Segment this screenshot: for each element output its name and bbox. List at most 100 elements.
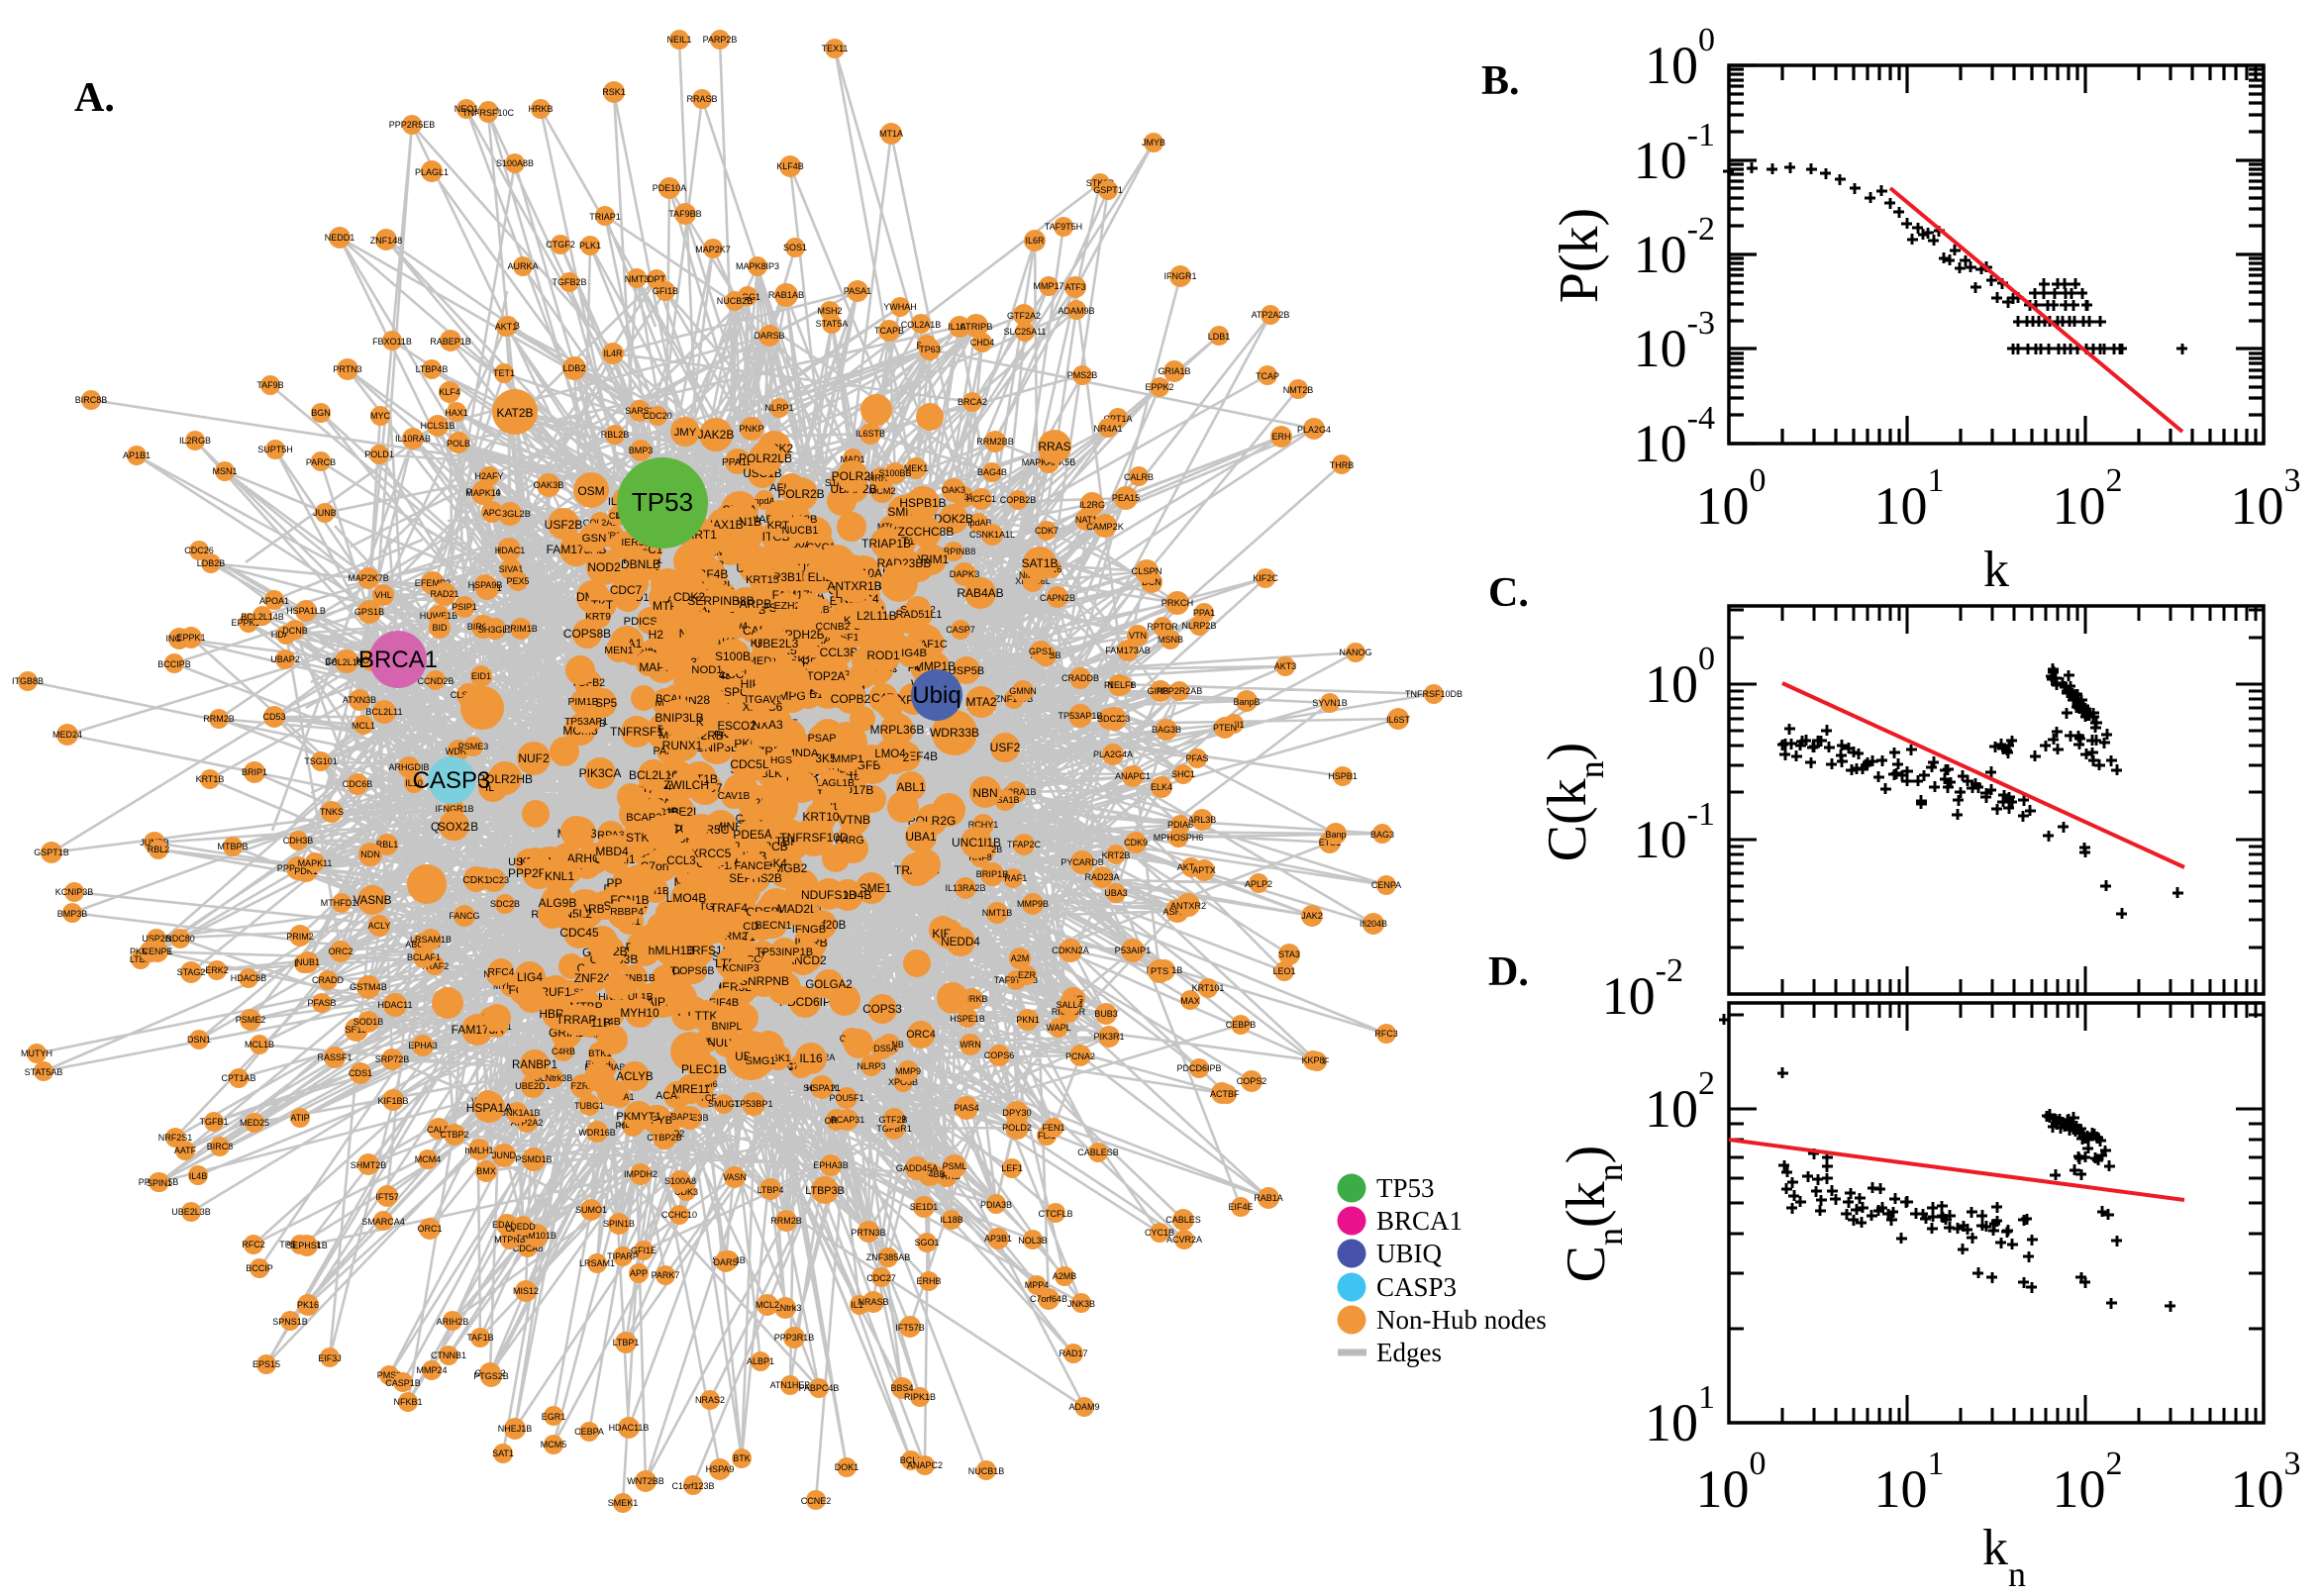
svg-text:USP2B: USP2B — [142, 934, 171, 944]
svg-text:USP5B: USP5B — [949, 665, 984, 677]
svg-text:IL18B: IL18B — [940, 1215, 963, 1225]
svg-text:VTNB: VTNB — [839, 813, 870, 827]
svg-text:CALR: CALR — [427, 1125, 452, 1135]
svg-text:PFASB: PFASB — [307, 998, 336, 1008]
svg-text:PNKP: PNKP — [739, 424, 763, 434]
svg-text:PARG: PARG — [835, 835, 863, 847]
svg-text:MSN1: MSN1 — [212, 466, 237, 476]
svg-text:TRIAP1: TRIAP1 — [589, 212, 621, 222]
svg-text:CDK9: CDK9 — [1124, 838, 1148, 848]
svg-text:GSTM4B: GSTM4B — [350, 982, 387, 992]
svg-text:PDCD6IPB: PDCD6IPB — [1176, 1063, 1221, 1073]
svg-text:HDAC11: HDAC11 — [377, 1000, 412, 1010]
svg-text:Non-Hub nodes: Non-Hub nodes — [1376, 1305, 1547, 1335]
svg-text:RABEP1B: RABEP1B — [430, 337, 471, 347]
svg-text:BNIPL: BNIPL — [712, 1021, 743, 1033]
svg-text:STAT5A: STAT5A — [816, 319, 849, 329]
svg-text:BCL2: BCL2 — [900, 1455, 923, 1465]
svg-text:ACVR2A: ACVR2A — [1166, 1235, 1202, 1245]
svg-text:EPPK1: EPPK1 — [176, 633, 205, 643]
svg-text:POLD2: POLD2 — [1002, 1123, 1032, 1133]
svg-text:TIPARP: TIPARP — [607, 1251, 639, 1261]
svg-text:OGG1: OGG1 — [735, 292, 760, 302]
svg-text:TAF1B: TAF1B — [466, 1333, 493, 1343]
svg-text:PTGS2B: PTGS2B — [473, 1371, 509, 1381]
svg-text:CDC23: CDC23 — [479, 875, 509, 885]
svg-text:SARS2: SARS2 — [625, 406, 655, 416]
svg-text:SUMO1: SUMO1 — [575, 1205, 607, 1215]
svg-text:CAMP2K: CAMP2K — [1086, 522, 1125, 532]
svg-text:MTHFD1B: MTHFD1B — [321, 898, 363, 908]
svg-text:COPB2: COPB2 — [831, 692, 871, 706]
svg-text:CDK2: CDK2 — [673, 590, 705, 604]
svg-text:S6K1: S6K1 — [765, 1053, 790, 1064]
svg-text:MUTYH: MUTYH — [21, 1048, 52, 1058]
svg-text:LDB1: LDB1 — [1208, 332, 1231, 342]
svg-text:SLC25A11: SLC25A11 — [1004, 327, 1047, 337]
svg-text:COPS8B: COPS8B — [563, 627, 611, 641]
svg-text:EIF4E: EIF4E — [1228, 1202, 1253, 1212]
svg-text:VTN: VTN — [1129, 631, 1147, 641]
svg-text:PRKCH: PRKCH — [1162, 598, 1194, 608]
svg-text:NMT2B: NMT2B — [1283, 385, 1314, 395]
svg-text:FBXO11B: FBXO11B — [372, 337, 412, 347]
svg-text:ANAPC1: ANAPC1 — [1115, 771, 1151, 781]
svg-text:ANTXR2: ANTXR2 — [1170, 901, 1206, 911]
svg-text:BID: BID — [432, 623, 448, 633]
svg-text:CEBPA: CEBPA — [574, 1427, 604, 1437]
svg-text:IL2RGB: IL2RGB — [179, 436, 211, 446]
svg-text:CTCFLB: CTCFLB — [1038, 1209, 1072, 1219]
svg-text:CSNK1A1B: CSNK1A1B — [493, 1108, 540, 1118]
svg-text:BCL2L14B: BCL2L14B — [241, 612, 284, 622]
svg-text:CEBPB: CEBPB — [1226, 1020, 1257, 1030]
svg-text:RUF1: RUF1 — [540, 985, 571, 999]
svg-text:DPY30: DPY30 — [1002, 1108, 1031, 1118]
svg-text:IL4B: IL4B — [189, 1171, 208, 1181]
svg-text:CPT1A: CPT1A — [1103, 414, 1132, 424]
svg-text:LTBR: LTBR — [130, 954, 152, 964]
svg-text:SMEK1: SMEK1 — [608, 1498, 639, 1508]
svg-text:PK16: PK16 — [297, 1300, 319, 1310]
svg-text:GPS1: GPS1 — [1029, 647, 1053, 656]
svg-text:ALG9B: ALG9B — [539, 896, 577, 910]
svg-text:PLA2G4: PLA2G4 — [1297, 425, 1331, 435]
svg-text:GOLGA2: GOLGA2 — [805, 979, 852, 991]
svg-text:IL6R: IL6R — [1025, 236, 1045, 246]
svg-text:LIG4B: LIG4B — [895, 648, 927, 659]
svg-text:MCM5: MCM5 — [541, 1440, 567, 1449]
svg-text:CDC7: CDC7 — [610, 583, 643, 597]
svg-text:NFKB1: NFKB1 — [393, 1397, 422, 1407]
svg-text:TGFB2B: TGFB2B — [552, 277, 586, 287]
svg-text:S100BB: S100BB — [878, 468, 911, 478]
svg-text:SHC1: SHC1 — [1171, 769, 1195, 779]
svg-text:CTBP2B: CTBP2B — [647, 1133, 681, 1143]
svg-text:RASSF1: RASSF1 — [317, 1052, 352, 1062]
svg-text:IL4R: IL4R — [603, 349, 623, 358]
svg-text:ANAPC2: ANAPC2 — [907, 1460, 943, 1470]
svg-text:ARL3B: ARL3B — [1188, 815, 1217, 825]
svg-text:TP53: TP53 — [1376, 1173, 1435, 1203]
svg-text:NUF2: NUF2 — [518, 751, 550, 765]
svg-text:LTBP4B: LTBP4B — [416, 364, 449, 374]
svg-text:CDC5L: CDC5L — [730, 757, 769, 771]
svg-text:PEX5: PEX5 — [506, 576, 529, 586]
svg-text:NEDD4: NEDD4 — [941, 936, 980, 948]
svg-text:SPIN1: SPIN1 — [147, 1178, 172, 1188]
svg-text:GRIA1B: GRIA1B — [1158, 366, 1190, 376]
svg-text:MMP1B: MMP1B — [914, 659, 956, 673]
svg-text:HDAC1: HDAC1 — [495, 546, 526, 555]
svg-text:MMP1: MMP1 — [832, 753, 863, 765]
svg-text:PLEC1B: PLEC1B — [681, 1062, 727, 1076]
svg-text:ERK2: ERK2 — [205, 965, 229, 975]
svg-text:THRB: THRB — [1330, 460, 1355, 470]
svg-text:TNFRSF10C: TNFRSF10C — [462, 108, 515, 118]
svg-text:SIVA1: SIVA1 — [499, 564, 524, 574]
svg-text:EPHA3B: EPHA3B — [813, 1160, 849, 1170]
svg-text:IL10: IL10 — [405, 778, 423, 788]
svg-text:USF2: USF2 — [990, 741, 1021, 754]
svg-text:MNDA: MNDA — [786, 748, 819, 759]
svg-text:LMO4B: LMO4B — [666, 891, 707, 905]
svg-text:AATF: AATF — [174, 1146, 197, 1155]
svg-text:EZH2: EZH2 — [774, 600, 801, 612]
svg-text:LTBP3B: LTBP3B — [805, 1185, 844, 1197]
